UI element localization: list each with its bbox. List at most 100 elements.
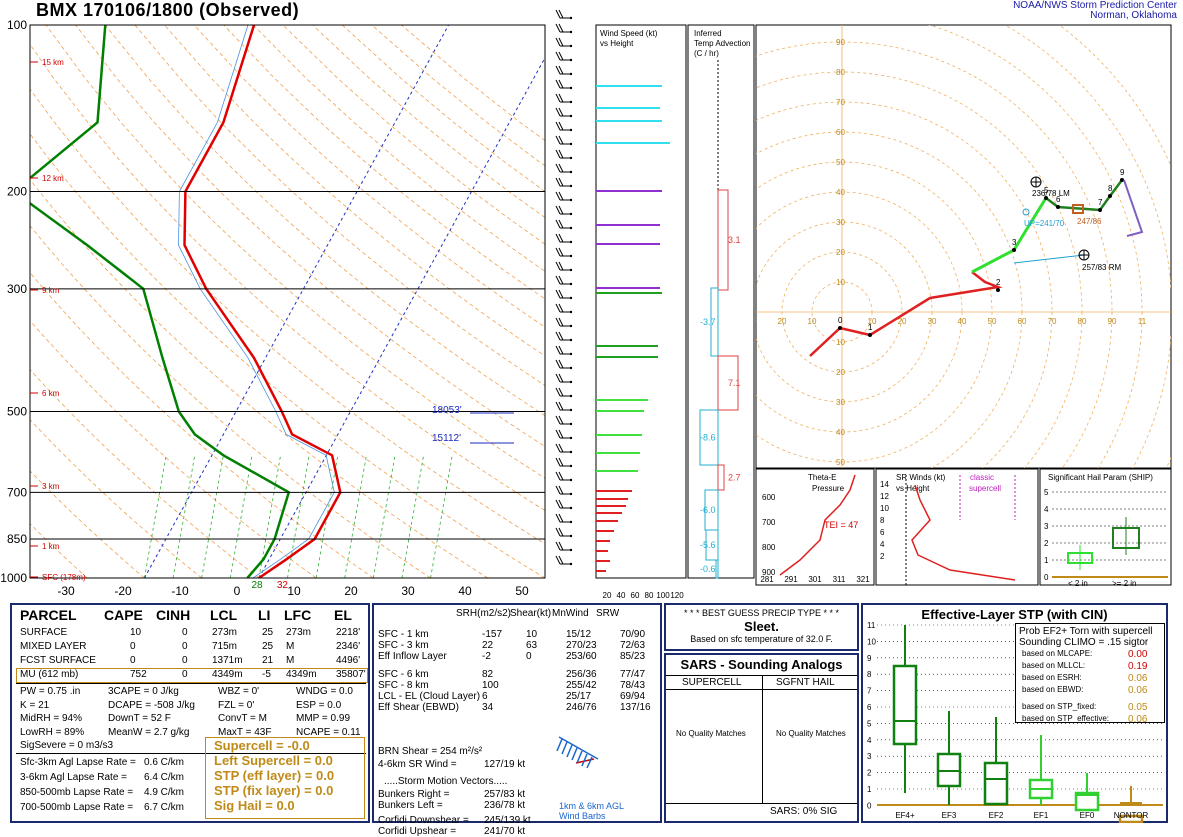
wind-barb-dot <box>569 408 573 412</box>
wind-barb-flag <box>555 93 561 103</box>
stp-box <box>1074 791 1100 812</box>
ship-category-label: < 2 in <box>1068 579 1088 588</box>
parcel-cell: 0 <box>182 669 188 680</box>
wind-barb-flag <box>555 219 561 229</box>
sr-winds-note-2: supercell <box>969 484 1001 493</box>
sr-wind-label: 4-6km SR Wind = <box>378 759 457 770</box>
wind-barb-flag <box>558 499 564 509</box>
kinematic-cell: 70/90 <box>620 629 646 640</box>
mean-wind-box <box>1072 204 1084 214</box>
wind-speed-tick: 60 <box>631 591 640 600</box>
thermo-index: MeanW = 2.7 g/kg <box>108 726 190 738</box>
wind-barb-flag <box>558 513 564 523</box>
wind-barb-flag <box>555 79 561 89</box>
parcel-cell: FCST SURFACE <box>20 655 96 666</box>
temp-advection-value: 2.7 <box>728 473 741 483</box>
divider <box>16 753 366 754</box>
kinematic-cell: 270/23 <box>566 640 597 651</box>
wind-speed-subtitle: vs Height <box>600 39 634 48</box>
dry-adiabat <box>30 418 202 578</box>
wind-barb-flag <box>555 205 561 215</box>
wind-barb-flag <box>558 387 564 397</box>
wind-barb-flag <box>555 513 561 523</box>
dry-adiabat <box>30 320 317 578</box>
hodograph-ring-label: 10 <box>836 278 845 287</box>
wind-barb-flag <box>558 331 564 341</box>
wind-barb-flag <box>555 177 561 187</box>
storm-motion: Bunkers Left = <box>378 800 443 811</box>
wind-barb-flag <box>555 457 561 467</box>
corfidi-vector <box>1123 179 1144 237</box>
wind-barb-flag <box>558 485 564 495</box>
sr-winds-panel: SR Winds (kt) vs Height 14 12 10 8 6 4 2 classic s… <box>875 468 1039 586</box>
stp-prob-line1: Prob EF2+ Torn with supercell <box>1019 626 1153 637</box>
hodograph-x-label: 20 <box>898 317 907 326</box>
thermo-index: FZL = 0' <box>218 699 255 711</box>
lapse-rate: 3-6km Agl Lapse Rate = <box>20 772 128 783</box>
theta-e-x-tick: 281 <box>760 575 774 584</box>
height-label: 6 km <box>42 389 60 398</box>
wind-barb-flag <box>558 79 564 89</box>
wind-barb-flag <box>555 51 561 61</box>
wind-speed-bar <box>596 142 670 144</box>
wind-barb-dot <box>569 436 573 440</box>
kinematic-cell: 256/36 <box>566 669 597 680</box>
dry-adiabat <box>134 25 545 386</box>
wind-barb-flag <box>558 527 564 537</box>
ship-title: Significant Hail Param (SHIP) <box>1048 473 1153 482</box>
temp-advection-bar <box>717 464 725 491</box>
wind-barb-dot <box>569 478 573 482</box>
corfidi-vector: 245/139 kt <box>484 815 531 826</box>
sr-winds-subtitle: vs Height <box>896 484 930 493</box>
wind-speed-bar <box>596 452 640 454</box>
stp-item-value: 0.06 <box>1128 685 1148 696</box>
wind-speed-tick: 20 <box>603 591 612 600</box>
thermo-index: MMP = 0.99 <box>296 713 351 724</box>
thermo-index: WBZ = 0' <box>218 686 260 697</box>
temp-advection-bar <box>710 287 719 357</box>
kinematic-cell: 82 <box>482 669 494 680</box>
pressure-tick-label: 200 <box>7 184 27 198</box>
lapse-rate: 700-500mb Lapse Rate = <box>20 802 134 813</box>
ship-y-tick: 1 <box>1044 556 1049 565</box>
mixing-ratio-line <box>287 455 310 578</box>
brn-shear: BRN Shear = 254 m²/s² <box>378 746 483 757</box>
stp-box <box>892 664 918 746</box>
wind-speed-bar <box>596 498 628 500</box>
sr-winds-y-tick: 10 <box>880 504 889 513</box>
kinematic-cell: 253/60 <box>566 651 597 662</box>
parcel-cell: 273m <box>212 627 238 638</box>
sr-winds-note-1: classic <box>970 473 994 482</box>
hodograph-ring-label: 90 <box>836 38 845 47</box>
height-marker-label: 5 <box>1044 186 1049 195</box>
wind-speed-bar <box>596 434 642 436</box>
kinematic-cell: 34 <box>482 702 494 713</box>
wind-barb-flag <box>555 387 561 397</box>
kinematic-cell: 10 <box>526 629 538 640</box>
barb-caption-1: 1km & 6km AGL <box>559 801 625 811</box>
kinematic-cell: 63 <box>526 640 538 651</box>
hodograph-ring-label: 40 <box>836 188 845 197</box>
stp-category-label: EF4+ <box>895 811 915 820</box>
wind-barb-flag <box>555 415 561 425</box>
height-marker-dot <box>996 288 1000 292</box>
wind-barb-flag <box>558 261 564 271</box>
height-label: 9 km <box>42 286 60 295</box>
height-marker-dot <box>1056 205 1060 209</box>
wind-barb-flag <box>555 359 561 369</box>
stp-y-tick: 3 <box>867 752 872 761</box>
storm-motion: Bunkers Right = <box>378 789 450 800</box>
ship-panel: Significant Hail Param (SHIP) 5 4 3 2 1 0 < 2 i… <box>1039 468 1172 588</box>
mixing-ratio-line <box>344 455 367 578</box>
wind-barb-flag <box>558 37 564 47</box>
thermo-index: DCAPE = -508 J/kg <box>108 699 195 711</box>
thermo-index: ConvT = M <box>218 713 267 724</box>
hodograph-ring-label: 40 <box>836 428 845 437</box>
wind-barb-flag <box>555 499 561 509</box>
wind-barb-flag <box>555 541 561 551</box>
mixing-ratio-line <box>144 455 167 578</box>
wind-barb-flag <box>558 107 564 117</box>
wind-barb-flag <box>555 289 561 299</box>
barb-caption-2: Wind Barbs <box>559 811 606 821</box>
wind-barb-flag <box>555 23 561 33</box>
